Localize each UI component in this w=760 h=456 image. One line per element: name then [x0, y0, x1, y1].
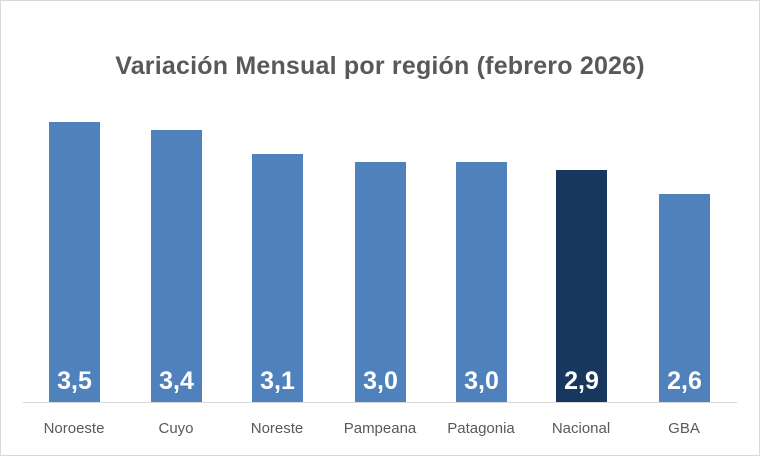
x-axis-line	[23, 402, 737, 403]
category-label: GBA	[668, 420, 700, 437]
category-label: Patagonia	[447, 420, 515, 437]
bar-nacional: 2,9	[556, 170, 607, 402]
category-label: Pampeana	[343, 420, 417, 437]
category-label: Noroeste	[43, 420, 105, 437]
bar-noreste: 3,1	[252, 154, 303, 402]
data-label: 2,6	[667, 367, 702, 395]
chart-title: Variación Mensual por región (febrero 20…	[115, 52, 645, 80]
data-label: 3,0	[363, 367, 398, 395]
data-label: 3,1	[260, 367, 295, 395]
bar-gba: 2,6	[659, 194, 710, 402]
bar-patagonia: 3,0	[456, 162, 507, 402]
category-label: Nacional	[551, 420, 611, 437]
category-label: Cuyo	[158, 420, 194, 437]
data-label: 3,5	[57, 367, 92, 395]
data-label: 3,0	[464, 367, 499, 395]
category-label: Noreste	[250, 420, 304, 437]
bar-pampeana: 3,0	[355, 162, 406, 402]
bar-cuyo: 3,4	[151, 130, 202, 402]
bar-noroeste: 3,5	[49, 122, 100, 402]
data-label: 3,4	[159, 367, 194, 395]
data-label: 2,9	[564, 367, 599, 395]
